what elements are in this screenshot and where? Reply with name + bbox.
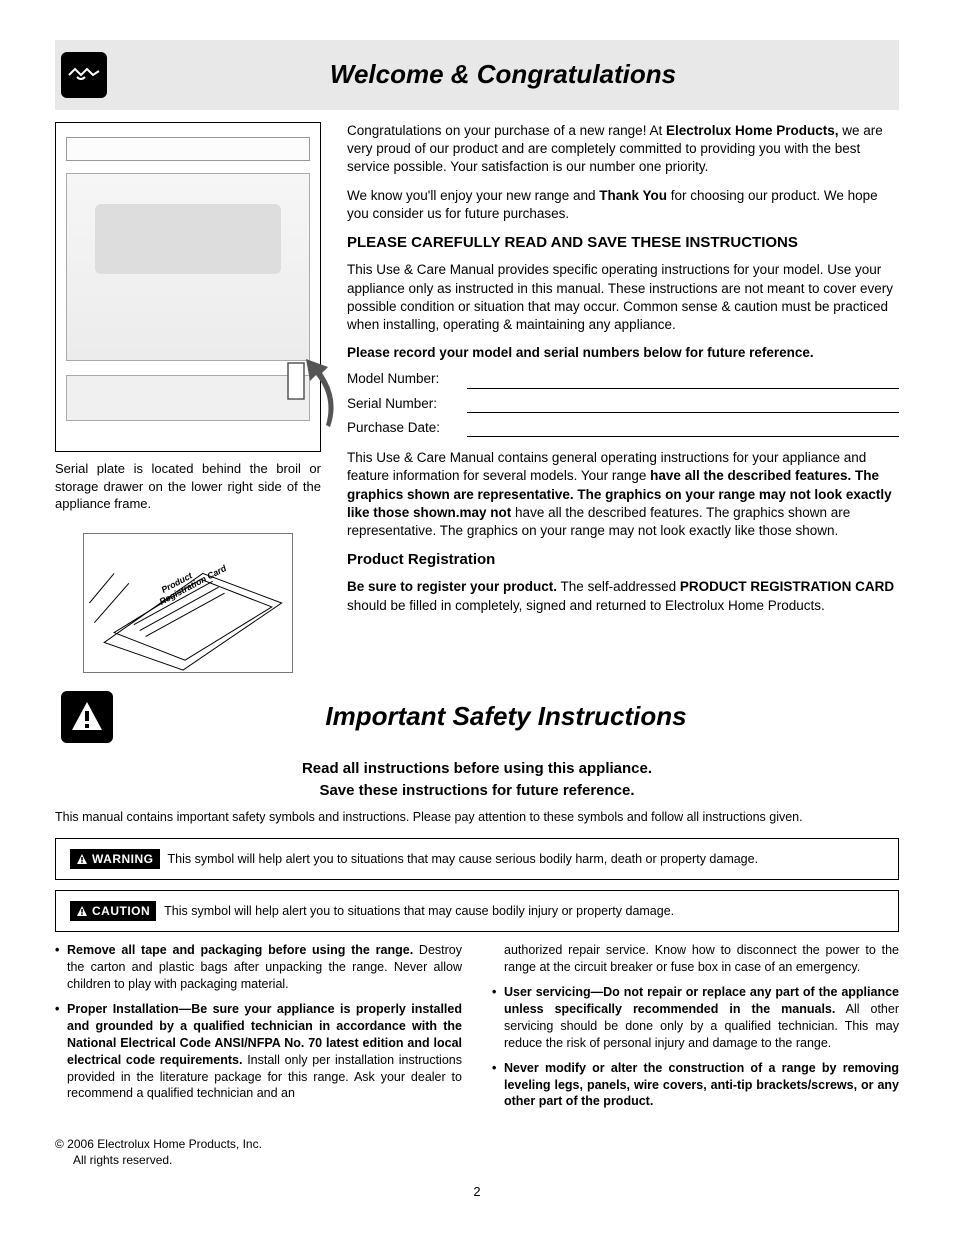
intro-p6: Be sure to register your product. The se… [347, 578, 899, 614]
purchase-date-field: Purchase Date: [347, 419, 899, 437]
intro-p1: Congratulations on your purchase of a ne… [347, 122, 899, 177]
date-label: Purchase Date: [347, 419, 467, 437]
top-grid: Serial plate is located behind the broil… [55, 122, 899, 673]
list-item: Remove all tape and packaging before usi… [55, 942, 462, 993]
intro-p5: This Use & Care Manual contains general … [347, 449, 899, 540]
list-item: Proper Installation—Be sure your applian… [55, 1001, 462, 1102]
page-number: 2 [55, 1183, 899, 1201]
safety-line2: Save these instructions for future refer… [55, 781, 899, 801]
model-input-line[interactable] [467, 375, 899, 389]
registration-card-illustration: Product Registration Card [83, 533, 293, 673]
handshake-icon [61, 52, 107, 98]
serial-number-field: Serial Number: [347, 395, 899, 413]
caution-badge: CAUTION [70, 901, 156, 921]
safety-intro: This manual contains important safety sy… [55, 809, 899, 826]
continuation-text: authorized repair service. Know how to d… [492, 942, 899, 976]
model-number-field: Model Number: [347, 370, 899, 388]
registration-heading: Product Registration [347, 550, 899, 570]
safety-col-left: Remove all tape and packaging before usi… [55, 942, 462, 1118]
record-numbers-note: Please record your model and serial numb… [347, 344, 899, 362]
safety-columns: Remove all tape and packaging before usi… [55, 942, 899, 1118]
serial-input-line[interactable] [467, 399, 899, 413]
list-item: User servicing—Do not repair or replace … [492, 984, 899, 1052]
serial-plate-caption: Serial plate is located behind the broil… [55, 460, 321, 513]
intro-p2: We know you'll enjoy your new range and … [347, 187, 899, 223]
caution-text: This symbol will help alert you to situa… [164, 903, 674, 920]
alert-triangle-icon [61, 691, 113, 743]
left-column: Serial plate is located behind the broil… [55, 122, 321, 673]
copyright: © 2006 Electrolux Home Products, Inc. Al… [55, 1136, 899, 1168]
safety-col-right: authorized repair service. Know how to d… [492, 942, 899, 1118]
caution-box: CAUTION This symbol will help alert you … [55, 890, 899, 932]
safety-header: Important Safety Instructions [55, 691, 899, 743]
warning-box: WARNING This symbol will help alert you … [55, 838, 899, 880]
right-column: Congratulations on your purchase of a ne… [347, 122, 899, 673]
warning-text: This symbol will help alert you to situa… [168, 851, 759, 868]
pointer-arrow-icon [286, 357, 338, 427]
instructions-heading: PLEASE CAREFULLY READ AND SAVE THESE INS… [347, 233, 899, 253]
model-label: Model Number: [347, 370, 467, 388]
safety-line1: Read all instructions before using this … [55, 759, 899, 779]
date-input-line[interactable] [467, 423, 899, 437]
appliance-illustration [55, 122, 321, 452]
list-item: Never modify or alter the construction o… [492, 1060, 899, 1111]
safety-title: Important Safety Instructions [113, 699, 899, 734]
welcome-header: Welcome & Congratulations [55, 40, 899, 110]
warning-badge: WARNING [70, 849, 160, 869]
intro-p3: This Use & Care Manual provides specific… [347, 261, 899, 334]
serial-label: Serial Number: [347, 395, 467, 413]
welcome-title: Welcome & Congratulations [107, 57, 899, 92]
